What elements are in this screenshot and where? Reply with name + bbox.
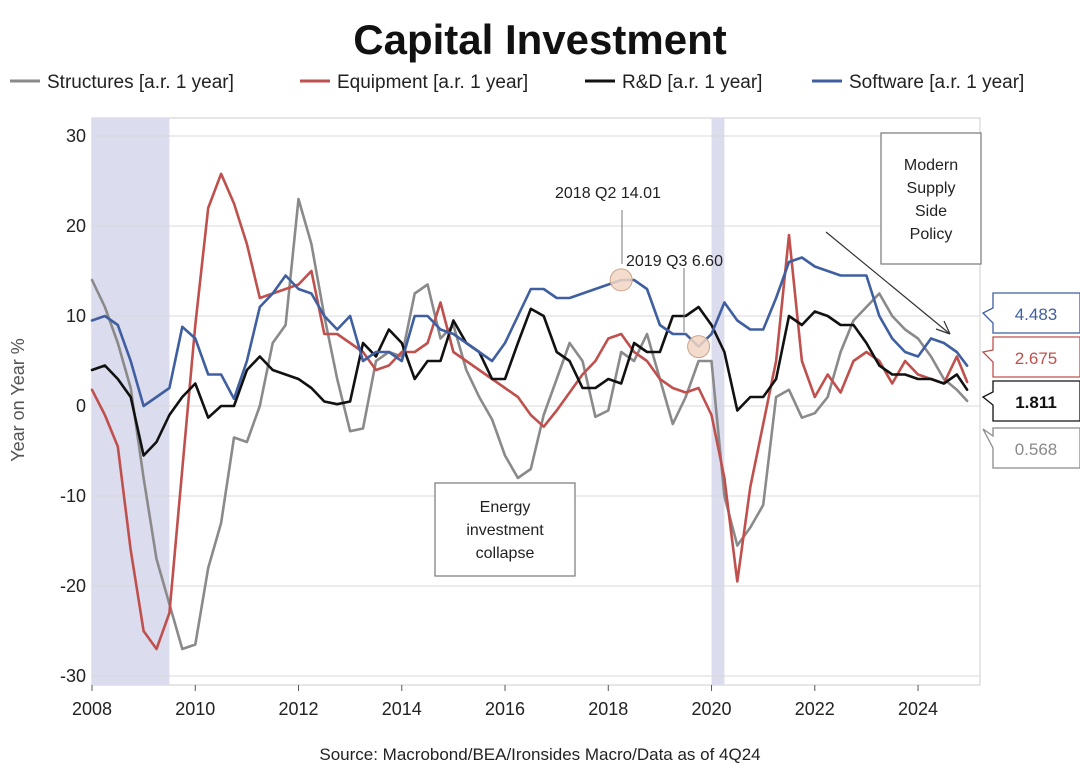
trend-arrow-shaft	[825, 231, 951, 335]
end-label-structures-value: 0.568	[1015, 440, 1058, 459]
x-tick-label: 2010	[175, 699, 215, 719]
legend: Structures [a.r. 1 year] Equipment [a.r.…	[10, 72, 1024, 93]
x-tick-label: 2016	[485, 699, 525, 719]
y-tick-label: 30	[66, 126, 86, 146]
source-note: Source: Macrobond/BEA/Ironsides Macro/Da…	[319, 745, 760, 764]
energy-box-line1: Energy	[480, 499, 531, 516]
energy-box-frame	[434, 482, 576, 577]
series-line-rd	[90, 305, 969, 457]
end-label-rd-value: 1.811	[1015, 393, 1057, 412]
end-label-equipment-frame	[981, 336, 1080, 378]
y-axis-label: Year on Year %	[8, 338, 28, 461]
x-tick-label: 2008	[72, 699, 112, 719]
policy-box-line2: Supply	[907, 180, 956, 197]
energy-box-line3: collapse	[476, 545, 535, 562]
y-tick-label: -30	[60, 666, 86, 686]
recession-band-1	[711, 118, 725, 685]
legend-item-equipment: Equipment [a.r. 1 year]	[300, 72, 528, 93]
energy-box: Energy investment collapse	[434, 482, 576, 577]
legend-label-rd: R&D [a.r. 1 year]	[622, 72, 762, 93]
end-label-structures-frame	[982, 427, 1080, 469]
policy-box-frame	[880, 132, 982, 265]
legend-item-software: Software [a.r. 1 year]	[812, 72, 1024, 93]
policy-box: Modern Supply Side Policy	[880, 132, 982, 265]
plot-area	[91, 117, 981, 686]
annotation-2018q2: 2018 Q2 14.01	[555, 185, 661, 202]
legend-label-equipment: Equipment [a.r. 1 year]	[337, 72, 528, 93]
end-label-equipment-value: 2.675	[1015, 349, 1058, 368]
policy-box-line4: Policy	[910, 226, 953, 243]
legend-item-structures: Structures [a.r. 1 year]	[10, 72, 234, 93]
trend-arrow-head	[935, 320, 951, 335]
legend-label-structures: Structures [a.r. 1 year]	[47, 72, 234, 93]
y-tick-label: 20	[66, 216, 86, 236]
y-tick-label: 10	[66, 306, 86, 326]
legend-item-rd: R&D [a.r. 1 year]	[585, 72, 762, 93]
y-tick-label: -20	[60, 576, 86, 596]
trend-arrow	[825, 231, 951, 335]
x-tick-label: 2024	[898, 699, 938, 719]
y-tick-label: 0	[76, 396, 86, 416]
x-tick-label: 2012	[278, 699, 318, 719]
energy-box-line2: investment	[466, 522, 544, 539]
x-tick-label: 2020	[692, 699, 732, 719]
end-label-rd-frame	[981, 380, 1080, 422]
end-label-software-value: 4.483	[1015, 305, 1058, 324]
policy-box-line3: Side	[915, 203, 947, 220]
policy-box-line1: Modern	[904, 157, 958, 174]
end-label-structures: 0.568	[982, 427, 1080, 469]
series-line-software	[90, 256, 969, 408]
legend-label-software: Software [a.r. 1 year]	[849, 72, 1024, 93]
series-lines	[90, 172, 969, 651]
highlight-marker-1	[687, 335, 711, 359]
chart-title: Capital Investment	[353, 16, 726, 63]
end-label-rd: 1.811	[981, 380, 1080, 422]
highlight-markers	[609, 268, 711, 359]
x-tick-label: 2018	[588, 699, 628, 719]
x-tick-label: 2022	[795, 699, 835, 719]
annotation-2019q3: 2019 Q3 6.60	[626, 253, 723, 270]
series-line-equipment	[90, 172, 969, 651]
y-axis-ticks: 30 20 10 0 -10 -20 -30	[60, 126, 86, 686]
x-tick-label: 2014	[382, 699, 422, 719]
highlight-marker-0	[609, 268, 633, 292]
series-line-structures	[90, 197, 969, 651]
end-label-software: 4.483	[981, 292, 1080, 334]
x-axis-ticks: 2008 2010 2012 2014 2016 2018 2020 2022 2024	[72, 685, 938, 719]
y-tick-label: -10	[60, 486, 86, 506]
end-label-equipment: 2.675	[981, 336, 1080, 378]
end-label-software-frame	[981, 292, 1080, 334]
